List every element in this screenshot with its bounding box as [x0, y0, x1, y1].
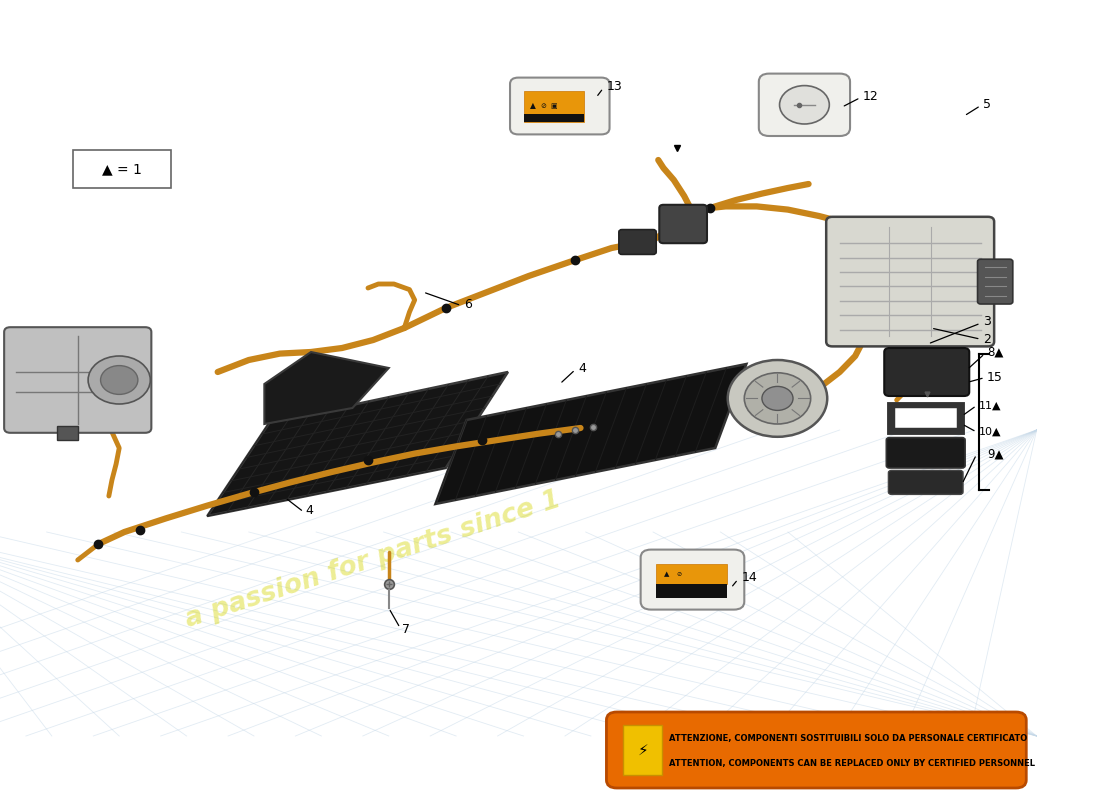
Text: 4: 4: [306, 504, 313, 517]
Text: ▲: ▲: [530, 101, 536, 110]
Text: 14: 14: [741, 571, 757, 584]
FancyBboxPatch shape: [659, 205, 707, 243]
Text: ▣: ▣: [550, 102, 557, 109]
FancyBboxPatch shape: [524, 91, 584, 122]
FancyBboxPatch shape: [524, 114, 584, 122]
Text: 5: 5: [982, 98, 991, 110]
Text: ⊘: ⊘: [540, 102, 546, 109]
Text: ATTENTION, COMPONENTS CAN BE REPLACED ONLY BY CERTIFIED PERSONNEL: ATTENTION, COMPONENTS CAN BE REPLACED ON…: [669, 758, 1035, 768]
Text: ⚡: ⚡: [637, 742, 648, 758]
Text: 11▲: 11▲: [979, 401, 1001, 410]
Circle shape: [728, 360, 827, 437]
FancyBboxPatch shape: [4, 327, 152, 433]
FancyBboxPatch shape: [759, 74, 850, 136]
Text: 9▲: 9▲: [987, 448, 1003, 461]
Text: ▲ = 1: ▲ = 1: [102, 162, 142, 176]
Text: 12: 12: [862, 90, 878, 102]
FancyBboxPatch shape: [889, 470, 962, 494]
Text: 10▲: 10▲: [979, 427, 1001, 437]
FancyBboxPatch shape: [657, 584, 727, 598]
Text: ▲: ▲: [664, 571, 669, 578]
Text: ⊘: ⊘: [676, 572, 682, 577]
Polygon shape: [264, 352, 388, 424]
FancyBboxPatch shape: [887, 438, 965, 468]
Text: 13: 13: [606, 80, 623, 93]
Circle shape: [745, 373, 811, 424]
FancyBboxPatch shape: [606, 712, 1026, 788]
Polygon shape: [436, 364, 747, 504]
FancyBboxPatch shape: [892, 406, 959, 430]
FancyBboxPatch shape: [826, 217, 994, 346]
Circle shape: [762, 386, 793, 410]
Text: 6: 6: [464, 298, 472, 310]
Text: 3: 3: [982, 315, 991, 328]
FancyBboxPatch shape: [510, 78, 609, 134]
FancyBboxPatch shape: [623, 725, 662, 775]
Text: EUROPARTS: EUROPARTS: [147, 344, 682, 584]
FancyBboxPatch shape: [619, 230, 657, 254]
Circle shape: [780, 86, 829, 124]
FancyBboxPatch shape: [978, 259, 1013, 304]
Text: 2: 2: [982, 333, 991, 346]
Text: ATTENZIONE, COMPONENTI SOSTITUIBILI SOLO DA PERSONALE CERTIFICATO: ATTENZIONE, COMPONENTI SOSTITUIBILI SOLO…: [669, 734, 1027, 742]
FancyBboxPatch shape: [640, 550, 745, 610]
Polygon shape: [207, 372, 508, 516]
FancyBboxPatch shape: [657, 564, 727, 584]
Text: 8▲: 8▲: [987, 346, 1003, 358]
Text: 15: 15: [987, 371, 1003, 384]
FancyBboxPatch shape: [57, 426, 78, 440]
FancyBboxPatch shape: [73, 150, 170, 188]
Text: 4: 4: [579, 362, 586, 374]
Text: 7: 7: [403, 623, 410, 636]
Circle shape: [88, 356, 151, 404]
Circle shape: [100, 366, 138, 394]
Text: a passion for parts since 1: a passion for parts since 1: [183, 487, 564, 633]
FancyBboxPatch shape: [884, 348, 969, 396]
